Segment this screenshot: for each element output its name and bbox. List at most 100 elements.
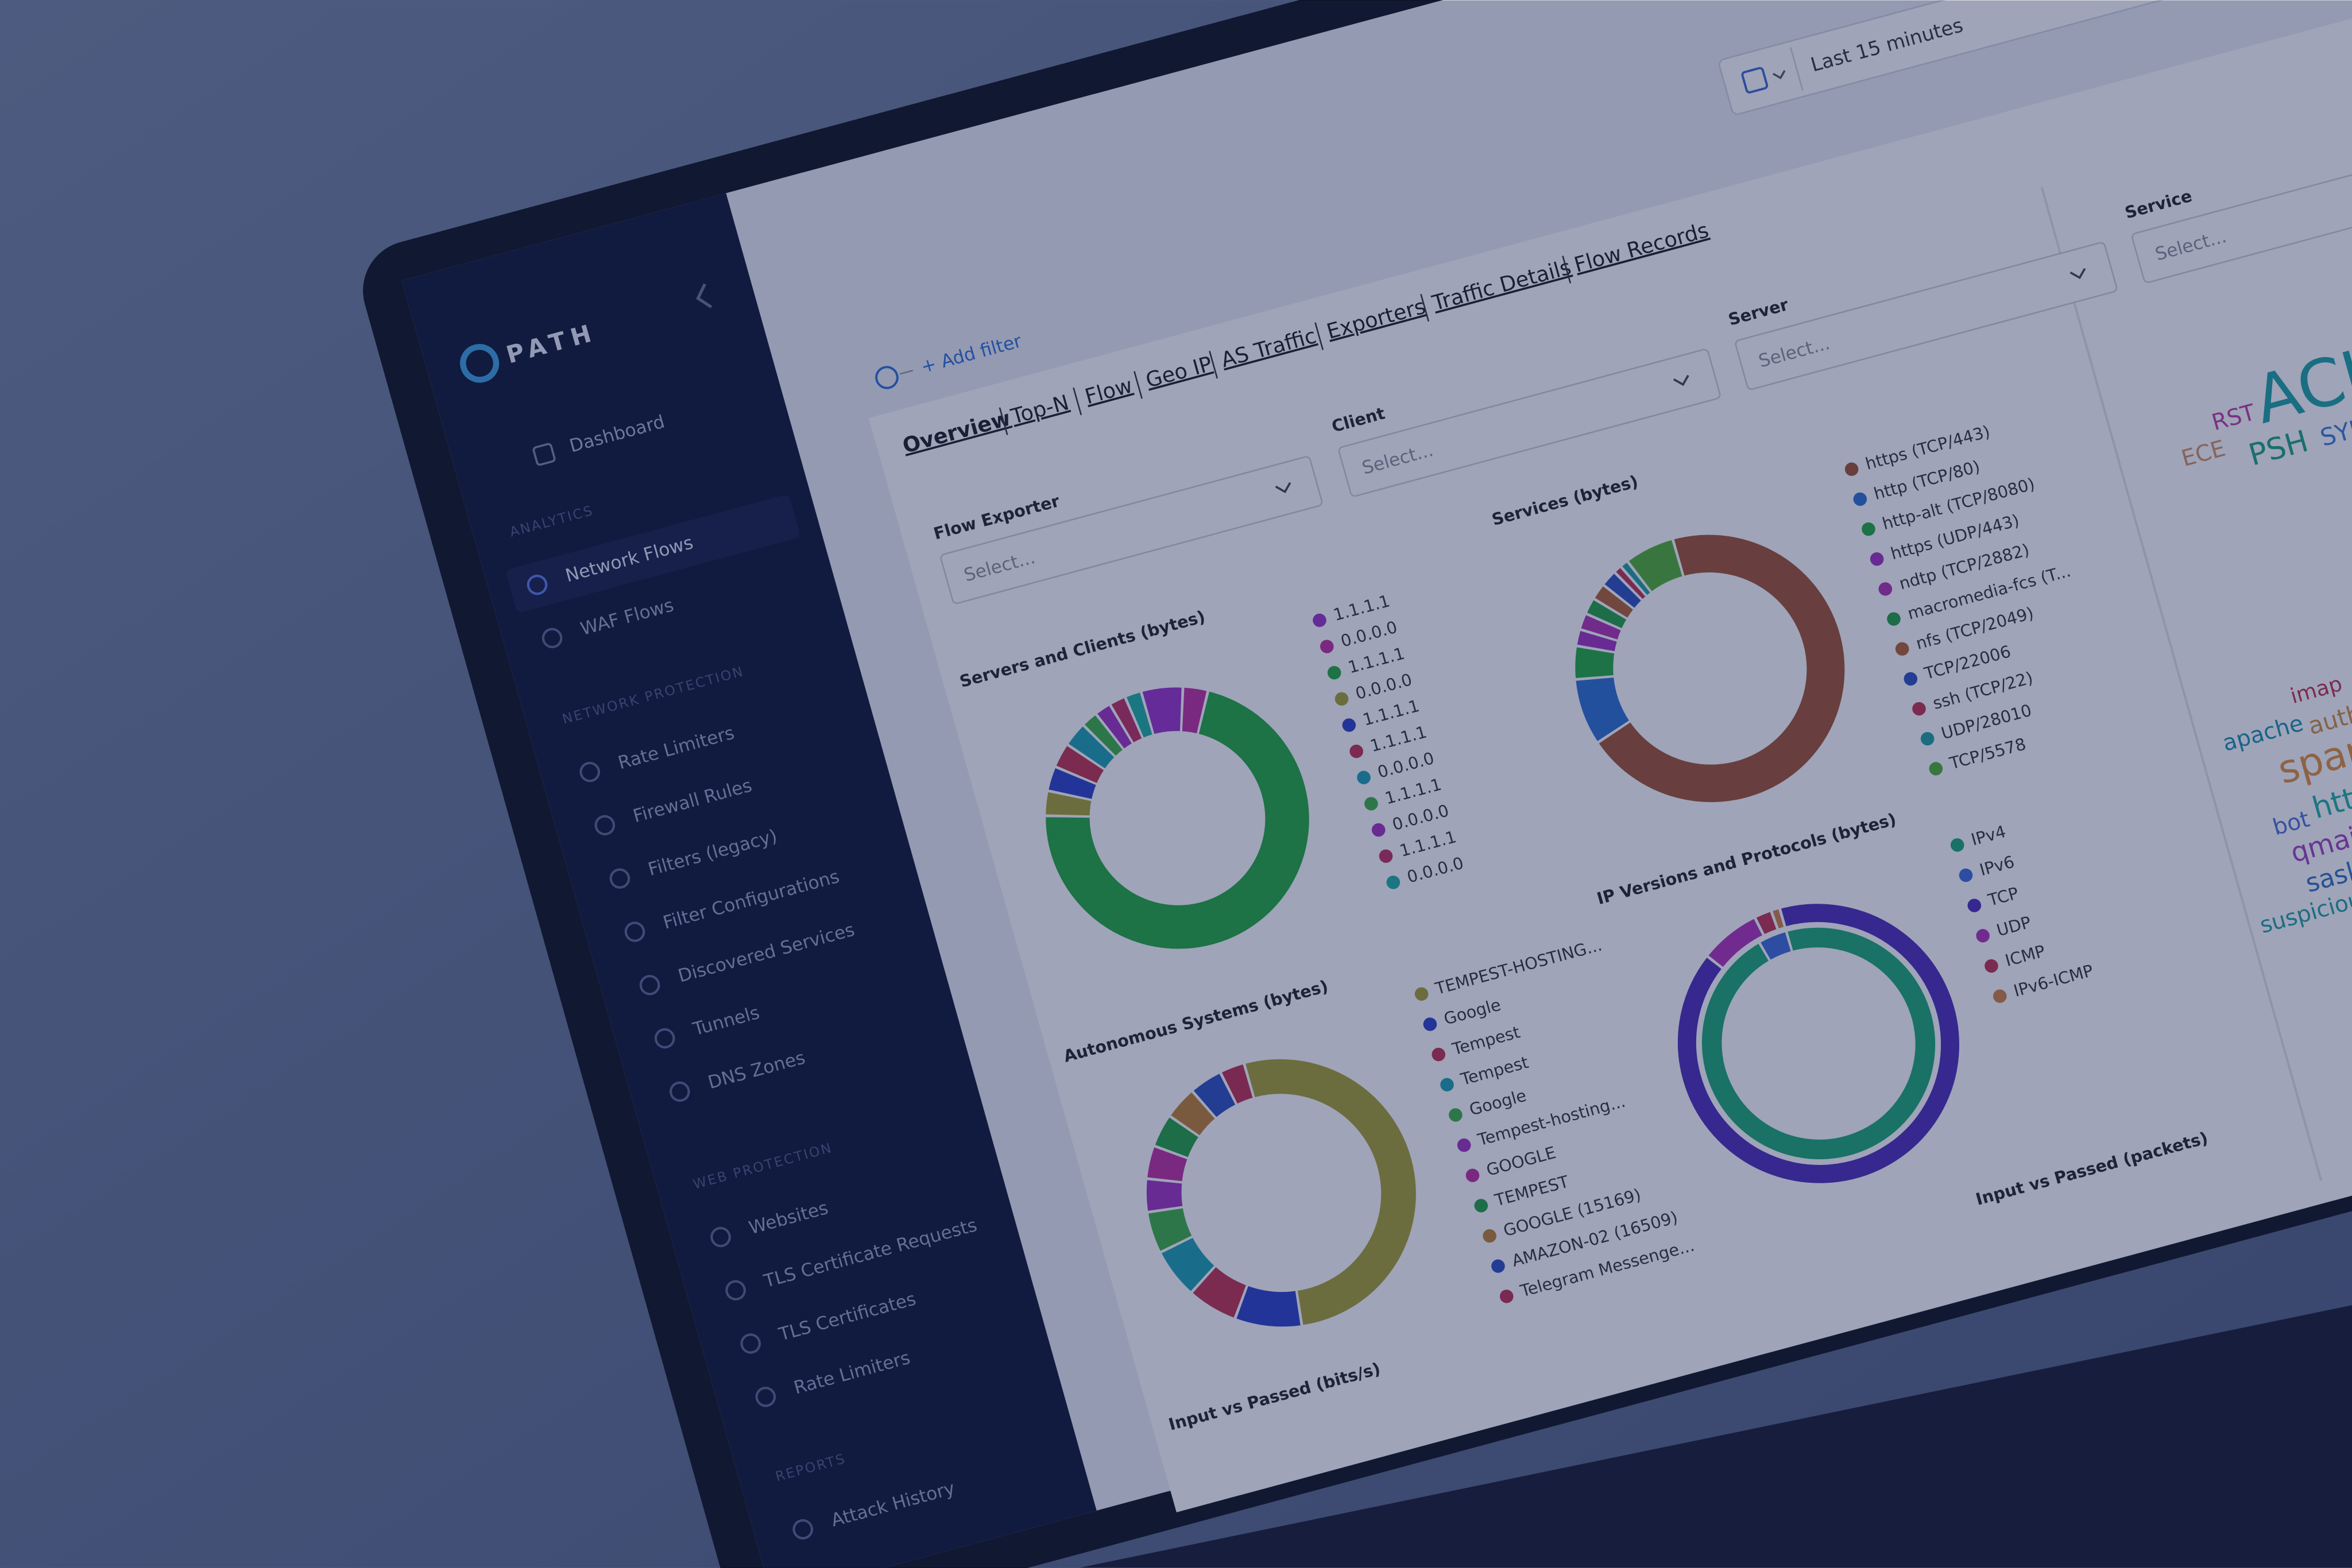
legend-swatch (1878, 582, 1893, 596)
nav-icon (609, 868, 630, 889)
donut-segment (1244, 1058, 1417, 1327)
select-chevron (1673, 374, 1689, 386)
tab-separator (1314, 322, 1324, 350)
dashboard-card (868, 0, 2352, 1513)
tab-separator (999, 407, 1008, 435)
legend-swatch (1432, 1047, 1446, 1062)
legend-swatch (1440, 1078, 1454, 1091)
legend-swatch (1912, 702, 1926, 716)
tab-separator (1562, 255, 1572, 284)
legend-swatch (1904, 672, 1918, 686)
donut-segment (1614, 566, 1647, 601)
donut-segment (1145, 1179, 1184, 1213)
donut-segment (1676, 903, 1961, 1184)
legend-swatch (1984, 959, 1998, 973)
donut-segment (1771, 908, 1785, 930)
donut-segment (1109, 696, 1143, 744)
legend-swatch (1483, 1229, 1496, 1243)
filter-icon (875, 366, 899, 389)
donut-segment (1220, 1063, 1255, 1105)
legend-swatch (1976, 929, 1990, 943)
nav-icon (792, 1519, 814, 1540)
sidebar (401, 193, 1097, 1568)
nav-icon (710, 1226, 731, 1248)
donut-segment (1181, 686, 1208, 735)
donut-segment (1146, 1145, 1189, 1183)
nav-icon (755, 1387, 776, 1407)
donut-segment (1147, 1207, 1194, 1253)
legend-swatch (1320, 640, 1334, 653)
legend-swatch (1386, 876, 1401, 889)
legend-swatch (1423, 1017, 1437, 1031)
filter-icon-dash (899, 370, 914, 375)
legend-swatch (1887, 612, 1901, 626)
nav-icon (594, 815, 616, 836)
nav-icon (740, 1333, 761, 1354)
donut-segment (1154, 1116, 1200, 1159)
donut-segment (1759, 931, 1793, 962)
legend-swatch (1895, 642, 1909, 656)
legend-swatch (1474, 1199, 1488, 1213)
legend-swatch (1342, 718, 1356, 732)
card-divider (2040, 187, 2323, 1181)
legend-swatch (1862, 522, 1875, 536)
legend-swatch (1379, 849, 1393, 863)
donut-segment (1141, 686, 1183, 735)
tab-separator (1209, 351, 1218, 379)
donut-segment (1627, 539, 1684, 593)
tab-separator (1134, 371, 1143, 399)
donut-segment (1191, 1265, 1248, 1319)
calendar-icon (1741, 67, 1769, 94)
legend-swatch (1334, 692, 1349, 706)
logo-mark (460, 344, 500, 383)
donut-segment (1160, 1236, 1216, 1293)
nav-icon (532, 443, 556, 466)
legend-swatch (1870, 552, 1884, 566)
nav-icon (624, 922, 645, 942)
donut-segment (1574, 646, 1616, 680)
nav-icon (669, 1081, 690, 1102)
tab-separator (1073, 387, 1082, 416)
tab-separator (1420, 293, 1430, 322)
legend-swatch (1993, 989, 2007, 1003)
filter-select[interactable] (1735, 242, 2118, 390)
filter-select[interactable] (1338, 349, 1721, 497)
nav-active (506, 495, 800, 613)
legend-swatch (1853, 492, 1867, 506)
donut-segment (1192, 1072, 1237, 1119)
donut-segment (1593, 584, 1635, 620)
donut-segment (1603, 572, 1643, 610)
filter-select[interactable] (2132, 135, 2352, 283)
time-picker[interactable] (1718, 0, 2168, 115)
legend-swatch (1449, 1108, 1463, 1122)
nav-icon (654, 1028, 675, 1049)
donut-segment (1576, 629, 1619, 653)
donut-segment (1096, 704, 1134, 750)
toolbar-separator (1790, 47, 1804, 91)
donut-segment (1700, 926, 1937, 1161)
legend-swatch (1844, 462, 1859, 476)
donut-segment (1125, 691, 1154, 740)
legend-swatch (1499, 1290, 1514, 1303)
legend-swatch (1967, 899, 1982, 912)
dropdown-chevron (1773, 70, 1786, 80)
legend-swatch (1457, 1138, 1471, 1152)
filter-select[interactable] (940, 456, 1323, 604)
donut-segment (1755, 910, 1778, 936)
collapse-button[interactable] (695, 283, 713, 310)
legend-swatch (1364, 797, 1378, 811)
legend-swatch (1491, 1259, 1505, 1273)
nav-icon (541, 628, 563, 648)
legend-swatch (1313, 613, 1326, 628)
legend-swatch (1950, 838, 1964, 852)
donut-segment (1575, 676, 1631, 743)
donut-segment (1707, 917, 1764, 969)
nav-icon (579, 761, 601, 783)
donut-segment (1083, 714, 1124, 758)
legend-swatch (1349, 744, 1363, 758)
nav-icon (639, 975, 660, 996)
